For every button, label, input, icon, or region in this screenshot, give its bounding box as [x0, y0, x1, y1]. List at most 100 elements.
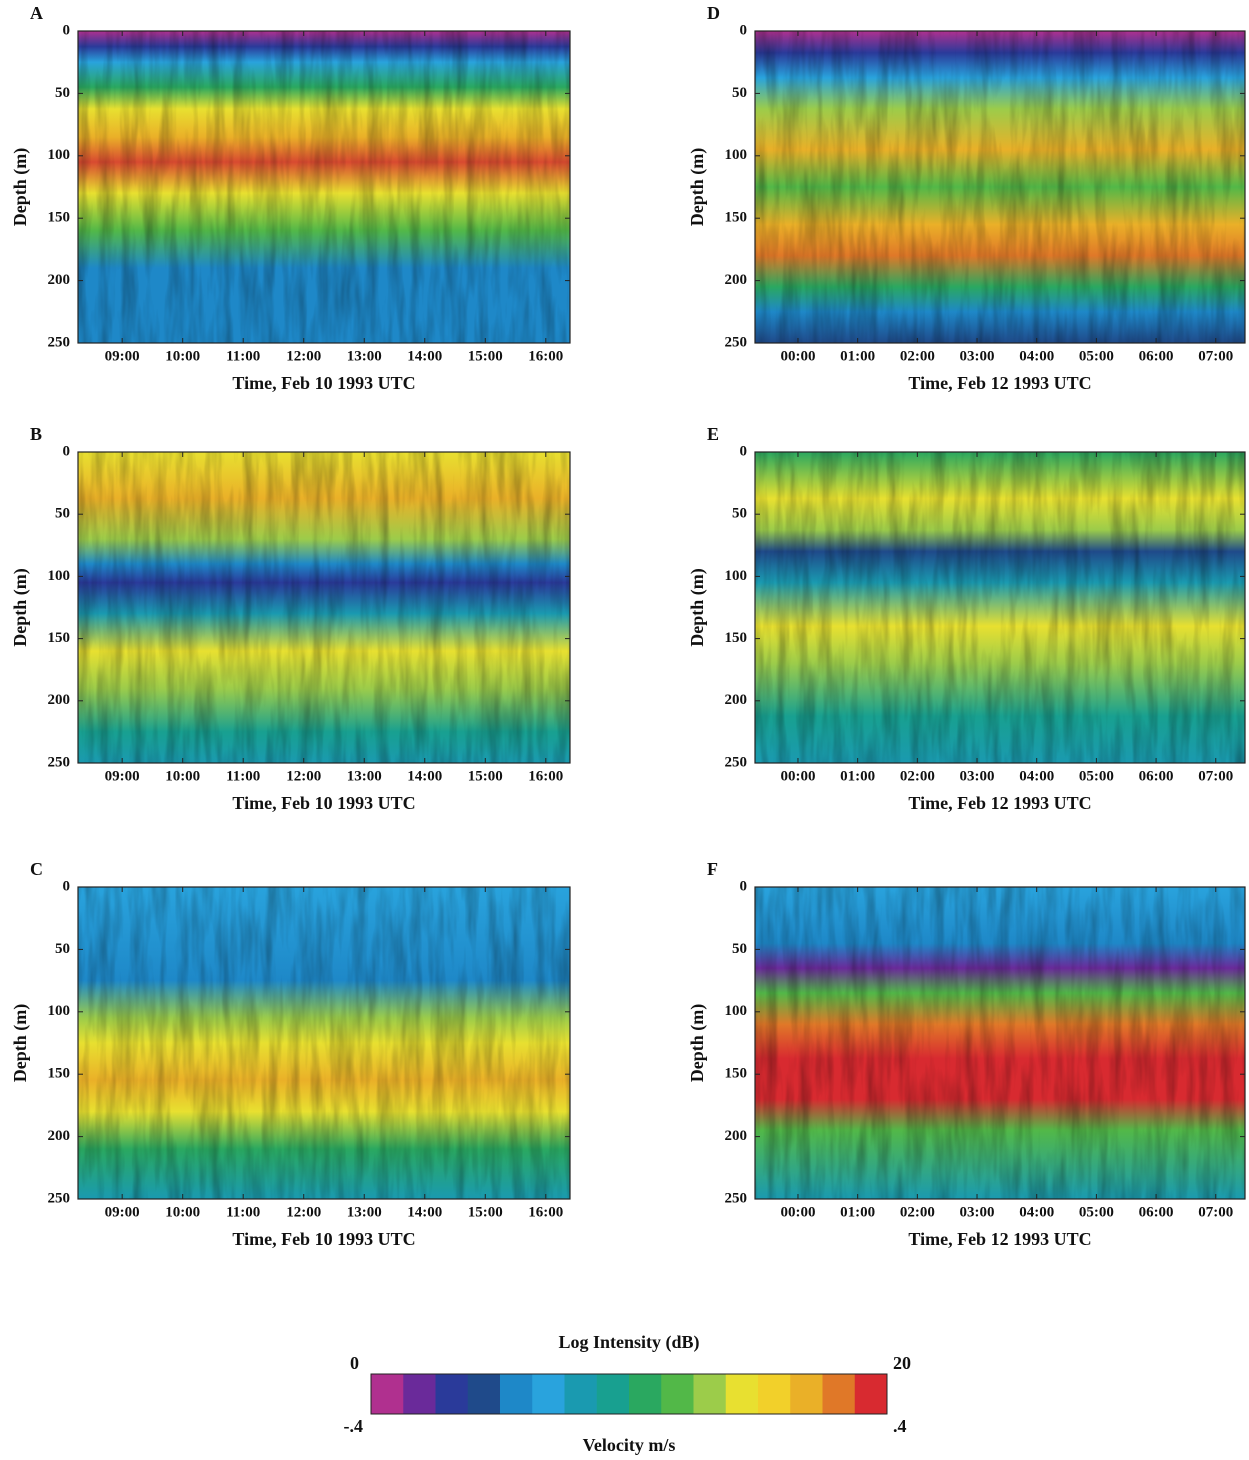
- x-axis-label: Time, Feb 10 1993 UTC: [232, 1229, 415, 1249]
- x-tick-label: 09:00: [105, 348, 140, 364]
- colorbar-bottom-max: .4: [893, 1416, 907, 1436]
- y-axis-label: Depth (m): [10, 1004, 31, 1083]
- y-tick-label: 50: [732, 506, 747, 522]
- y-tick-label: 100: [725, 1003, 748, 1019]
- y-tick-label: 50: [732, 941, 747, 957]
- x-tick-label: 10:00: [165, 768, 200, 784]
- x-tick-label: 00:00: [780, 768, 815, 784]
- colorbar-swatch: [467, 1374, 501, 1414]
- y-tick-label: 0: [63, 878, 71, 894]
- colorbar-swatch: [564, 1374, 598, 1414]
- x-tick-label: 04:00: [1019, 1204, 1054, 1220]
- x-tick-label: 10:00: [165, 348, 200, 364]
- colorbar-swatch: [371, 1374, 404, 1414]
- colorbar-swatch: [532, 1374, 565, 1414]
- colorbar-swatch: [435, 1374, 469, 1414]
- x-tick-label: 14:00: [407, 1204, 442, 1220]
- y-tick-label: 250: [725, 754, 748, 770]
- x-tick-label: 14:00: [407, 348, 442, 364]
- x-tick-label: 03:00: [960, 1204, 995, 1220]
- colorbar-swatch: [854, 1374, 888, 1414]
- x-tick-label: 15:00: [468, 768, 503, 784]
- panel: A 0 50 100 150 200 250 09:00 10:00 11:00 12:00 13:0…: [10, 3, 571, 393]
- heatmap-texture: [755, 887, 1245, 1199]
- panel-label: F: [707, 859, 718, 879]
- heatmap-texture: [78, 887, 570, 1199]
- colorbar-swatch: [403, 1374, 436, 1414]
- frame: [77, 886, 571, 1200]
- panel: B 0 50 100 150 200 250 09:00 10:00 11:00 12:00 13:0…: [10, 424, 571, 813]
- x-tick-label: 07:00: [1198, 768, 1233, 784]
- y-tick-label: 200: [48, 272, 71, 288]
- y-tick-label: 200: [725, 1128, 748, 1144]
- y-tick-label: 100: [725, 147, 748, 163]
- colorbar-swatch: [758, 1374, 791, 1414]
- y-tick-label: 250: [725, 1190, 748, 1206]
- heatmap-texture: [755, 452, 1245, 763]
- y-tick-label: 200: [48, 1128, 71, 1144]
- colorbar-title: Log Intensity (dB): [558, 1332, 699, 1353]
- heatmap-texture: [755, 31, 1245, 343]
- x-tick-label: 02:00: [900, 348, 935, 364]
- colorbar-swatch: [693, 1374, 727, 1414]
- colorbar-swatch: [629, 1374, 662, 1414]
- x-tick-label: 16:00: [528, 1204, 563, 1220]
- colorbar-swatch: [725, 1374, 759, 1414]
- x-tick-label: 13:00: [347, 768, 382, 784]
- y-tick-label: 100: [725, 568, 748, 584]
- colorbar-swatch: [661, 1374, 694, 1414]
- x-tick-label: 13:00: [347, 348, 382, 364]
- frame: [754, 886, 1246, 1200]
- x-axis-label: Time, Feb 10 1993 UTC: [232, 793, 415, 813]
- heatmap-texture: [78, 31, 570, 343]
- x-tick-label: 05:00: [1079, 768, 1114, 784]
- colorbar-swatch: [500, 1374, 533, 1414]
- colorbar-swatch: [822, 1374, 856, 1414]
- y-axis-label: Depth (m): [687, 1004, 708, 1083]
- x-tick-label: 15:00: [468, 1204, 503, 1220]
- y-axis-label: Depth (m): [10, 148, 31, 227]
- x-tick-label: 12:00: [286, 768, 321, 784]
- x-tick-label: 11:00: [226, 348, 260, 364]
- panel-label: B: [30, 424, 42, 444]
- x-tick-label: 09:00: [105, 1204, 140, 1220]
- x-tick-label: 11:00: [226, 1204, 260, 1220]
- y-tick-label: 50: [55, 941, 70, 957]
- y-tick-label: 200: [48, 692, 71, 708]
- panel-label: A: [30, 3, 43, 23]
- x-tick-label: 07:00: [1198, 348, 1233, 364]
- colorbar-swatch: [790, 1374, 823, 1414]
- x-tick-label: 04:00: [1019, 348, 1054, 364]
- x-axis-label: Time, Feb 12 1993 UTC: [908, 373, 1091, 393]
- x-tick-label: 13:00: [347, 1204, 382, 1220]
- x-tick-label: 06:00: [1139, 768, 1174, 784]
- frame: [754, 451, 1246, 764]
- frame: [754, 30, 1246, 344]
- x-tick-label: 16:00: [528, 348, 563, 364]
- y-tick-label: 250: [48, 1190, 71, 1206]
- x-tick-label: 12:00: [286, 348, 321, 364]
- y-tick-label: 100: [48, 568, 71, 584]
- colorbar-top-min: 0: [350, 1353, 359, 1373]
- frame: [77, 451, 571, 764]
- frame: [77, 30, 571, 344]
- y-tick-label: 0: [63, 22, 71, 38]
- panel: D 0 50 100 150 200 250 00:00 01:00 02:00 03:00 04:0…: [687, 3, 1246, 393]
- x-tick-label: 12:00: [286, 1204, 321, 1220]
- panel-label: C: [30, 859, 43, 879]
- x-tick-label: 04:00: [1019, 768, 1054, 784]
- y-axis-label: Depth (m): [687, 148, 708, 227]
- x-tick-label: 01:00: [840, 768, 875, 784]
- y-tick-label: 200: [725, 692, 748, 708]
- y-tick-label: 250: [48, 754, 71, 770]
- y-tick-label: 250: [725, 334, 748, 350]
- y-tick-label: 0: [740, 878, 748, 894]
- x-axis-label: Time, Feb 10 1993 UTC: [232, 373, 415, 393]
- y-tick-label: 0: [63, 443, 71, 459]
- colorbar-swatch: [596, 1374, 630, 1414]
- x-tick-label: 02:00: [900, 1204, 935, 1220]
- y-tick-label: 150: [725, 630, 748, 646]
- panel-label: E: [707, 424, 719, 444]
- y-tick-label: 100: [48, 1003, 71, 1019]
